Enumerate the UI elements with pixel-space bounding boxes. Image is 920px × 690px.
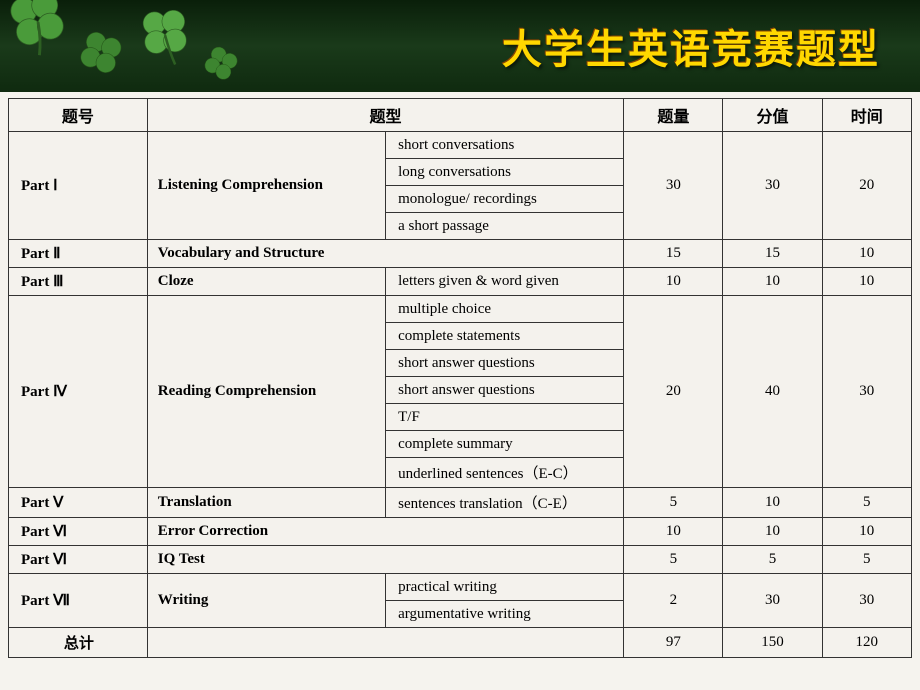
qty-cell: 5 <box>624 488 723 518</box>
type-sub: long conversations <box>386 159 624 186</box>
type-main: Error Correction <box>147 518 624 546</box>
total-qty: 97 <box>624 628 723 658</box>
type-sub: sentences translation（C-E） <box>386 488 624 518</box>
total-type-cell <box>147 628 624 658</box>
type-main: Translation <box>147 488 385 518</box>
score-cell: 15 <box>723 240 822 268</box>
clover-decoration <box>0 0 240 92</box>
time-cell: 30 <box>822 574 911 628</box>
part-label: Part Ⅰ <box>9 132 148 240</box>
type-main: Cloze <box>147 268 385 296</box>
score-cell: 30 <box>723 132 822 240</box>
type-sub: argumentative writing <box>386 601 624 628</box>
total-time: 120 <box>822 628 911 658</box>
score-cell: 5 <box>723 546 822 574</box>
type-sub: short answer questions <box>386 377 624 404</box>
score-cell: 10 <box>723 268 822 296</box>
header-qty: 题量 <box>624 99 723 132</box>
header-time: 时间 <box>822 99 911 132</box>
type-sub: short conversations <box>386 132 624 159</box>
qty-cell: 2 <box>624 574 723 628</box>
type-main: Writing <box>147 574 385 628</box>
time-cell: 10 <box>822 240 911 268</box>
table-row: Part ⅤTranslationsentences translation（C… <box>9 488 912 518</box>
table-row: Part ⅥIQ Test555 <box>9 546 912 574</box>
part-label: Part Ⅳ <box>9 296 148 488</box>
table-row: Part ⅡVocabulary and Structure151510 <box>9 240 912 268</box>
header-type: 题型 <box>147 99 624 132</box>
part-label: Part Ⅲ <box>9 268 148 296</box>
part-label: Part Ⅵ <box>9 546 148 574</box>
table-body: Part ⅠListening Comprehensionshort conve… <box>9 132 912 658</box>
competition-table: 题号 题型 题量 分值 时间 Part ⅠListening Comprehen… <box>8 98 912 658</box>
qty-cell: 10 <box>624 518 723 546</box>
type-sub: short answer questions <box>386 350 624 377</box>
qty-cell: 10 <box>624 268 723 296</box>
type-sub: complete statements <box>386 323 624 350</box>
type-main: Vocabulary and Structure <box>147 240 624 268</box>
qty-cell: 30 <box>624 132 723 240</box>
part-label: Part Ⅴ <box>9 488 148 518</box>
part-label: Part Ⅶ <box>9 574 148 628</box>
table-row: Part ⅦWritingpractical writing23030 <box>9 574 912 601</box>
type-sub: complete summary <box>386 431 624 458</box>
total-label: 总计 <box>9 628 148 658</box>
table-header-row: 题号 题型 题量 分值 时间 <box>9 99 912 132</box>
clover-icon <box>131 1 199 69</box>
time-cell: 30 <box>822 296 911 488</box>
clover-icon <box>191 36 248 93</box>
type-main: IQ Test <box>147 546 624 574</box>
part-label: Part Ⅱ <box>9 240 148 268</box>
table-container: 题号 题型 题量 分值 时间 Part ⅠListening Comprehen… <box>0 92 920 658</box>
type-main: Listening Comprehension <box>147 132 385 240</box>
header-part: 题号 <box>9 99 148 132</box>
time-cell: 5 <box>822 488 911 518</box>
type-main: Reading Comprehension <box>147 296 385 488</box>
qty-cell: 5 <box>624 546 723 574</box>
score-cell: 10 <box>723 488 822 518</box>
slide-header: 大学生英语竞赛题型 <box>0 0 920 92</box>
type-sub: monologue/ recordings <box>386 186 624 213</box>
slide-title: 大学生英语竞赛题型 <box>502 17 880 75</box>
table-row: Part ⅢClozeletters given & word given101… <box>9 268 912 296</box>
total-row: 总计 97150120 <box>9 628 912 658</box>
time-cell: 10 <box>822 518 911 546</box>
score-cell: 10 <box>723 518 822 546</box>
type-sub: a short passage <box>386 213 624 240</box>
type-sub: underlined sentences（E-C） <box>386 458 624 488</box>
part-label: Part Ⅵ <box>9 518 148 546</box>
type-sub: letters given & word given <box>386 268 624 296</box>
type-sub: practical writing <box>386 574 624 601</box>
score-cell: 30 <box>723 574 822 628</box>
score-cell: 40 <box>723 296 822 488</box>
time-cell: 20 <box>822 132 911 240</box>
qty-cell: 20 <box>624 296 723 488</box>
table-row: Part ⅠListening Comprehensionshort conve… <box>9 132 912 159</box>
time-cell: 10 <box>822 268 911 296</box>
type-sub: multiple choice <box>386 296 624 323</box>
qty-cell: 15 <box>624 240 723 268</box>
total-score: 150 <box>723 628 822 658</box>
table-row: Part ⅣReading Comprehensionmultiple choi… <box>9 296 912 323</box>
time-cell: 5 <box>822 546 911 574</box>
header-score: 分值 <box>723 99 822 132</box>
type-sub: T/F <box>386 404 624 431</box>
table-row: Part ⅥError Correction101010 <box>9 518 912 546</box>
